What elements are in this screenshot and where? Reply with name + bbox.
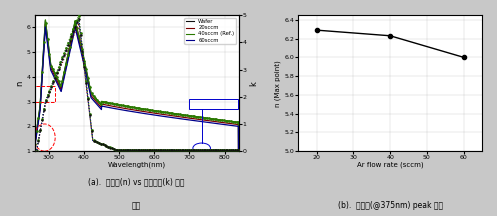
Y-axis label: n: n <box>15 81 24 86</box>
X-axis label: Wavelength(nm): Wavelength(nm) <box>108 162 166 168</box>
Text: (a).  굴절률(n) vs 소광계수(k) 분석: (a). 굴절률(n) vs 소광계수(k) 분석 <box>88 177 185 186</box>
Bar <box>35 86 55 102</box>
Legend: Wafer, 20sccm, 40sccm (Ref.), 60sccm: Wafer, 20sccm, 40sccm (Ref.), 60sccm <box>184 18 236 44</box>
X-axis label: Ar flow rate (sccm): Ar flow rate (sccm) <box>357 162 423 168</box>
Text: (b).  굴절률(@375nm) peak 변화: (b). 굴절률(@375nm) peak 변화 <box>337 201 443 210</box>
Text: 결과: 결과 <box>132 201 141 210</box>
Bar <box>189 99 238 109</box>
Y-axis label: n (Max point): n (Max point) <box>275 60 281 106</box>
Y-axis label: k: k <box>249 81 258 86</box>
